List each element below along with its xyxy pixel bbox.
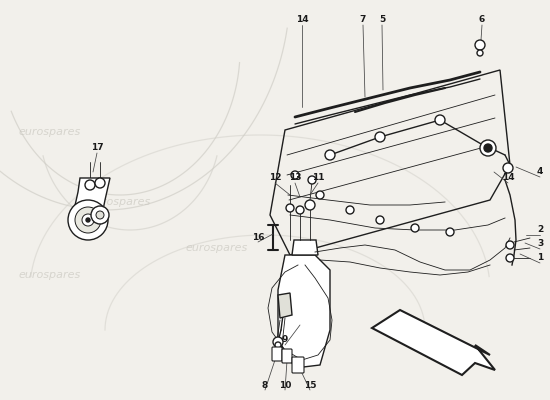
Circle shape: [95, 178, 105, 188]
Circle shape: [376, 216, 384, 224]
Text: eurospares: eurospares: [18, 270, 80, 280]
Circle shape: [325, 150, 335, 160]
Circle shape: [296, 206, 304, 214]
Circle shape: [305, 200, 315, 210]
Text: 2: 2: [537, 226, 543, 234]
Text: 11: 11: [312, 174, 324, 182]
Circle shape: [477, 50, 483, 56]
Circle shape: [506, 241, 514, 249]
Text: 16: 16: [252, 232, 264, 242]
Circle shape: [480, 140, 496, 156]
Text: 1: 1: [537, 254, 543, 262]
Text: 12: 12: [269, 174, 281, 182]
Text: 8: 8: [262, 380, 268, 390]
Polygon shape: [292, 240, 318, 255]
Circle shape: [375, 132, 385, 142]
Circle shape: [85, 180, 95, 190]
Circle shape: [82, 214, 94, 226]
Circle shape: [484, 144, 492, 152]
Text: 14: 14: [502, 174, 514, 182]
Circle shape: [273, 337, 283, 347]
Text: 17: 17: [91, 144, 103, 152]
Circle shape: [291, 171, 299, 179]
Text: 9: 9: [282, 336, 288, 344]
Polygon shape: [74, 178, 110, 238]
Polygon shape: [278, 255, 330, 368]
FancyBboxPatch shape: [292, 357, 304, 373]
Circle shape: [316, 191, 324, 199]
Circle shape: [346, 206, 354, 214]
FancyBboxPatch shape: [282, 349, 292, 363]
Circle shape: [286, 204, 294, 212]
Text: 4: 4: [537, 168, 543, 176]
Polygon shape: [372, 310, 495, 375]
Circle shape: [86, 218, 90, 222]
Text: 10: 10: [279, 380, 291, 390]
Circle shape: [503, 163, 513, 173]
Circle shape: [446, 228, 454, 236]
Text: 14: 14: [296, 16, 309, 24]
Circle shape: [475, 40, 485, 50]
Text: 15: 15: [304, 380, 316, 390]
Text: 6: 6: [479, 16, 485, 24]
Text: 3: 3: [537, 240, 543, 248]
Circle shape: [411, 224, 419, 232]
Polygon shape: [278, 293, 292, 318]
FancyBboxPatch shape: [272, 347, 282, 361]
Circle shape: [275, 342, 281, 348]
Circle shape: [68, 200, 108, 240]
Text: eurospares: eurospares: [88, 197, 150, 207]
Circle shape: [96, 211, 104, 219]
Circle shape: [75, 207, 101, 233]
Text: eurospares: eurospares: [18, 127, 80, 137]
Circle shape: [91, 206, 109, 224]
Circle shape: [308, 176, 316, 184]
Circle shape: [506, 254, 514, 262]
Text: 13: 13: [289, 174, 301, 182]
Circle shape: [435, 115, 445, 125]
Text: eurospares: eurospares: [185, 243, 248, 253]
Text: 7: 7: [360, 16, 366, 24]
Text: 5: 5: [379, 16, 385, 24]
